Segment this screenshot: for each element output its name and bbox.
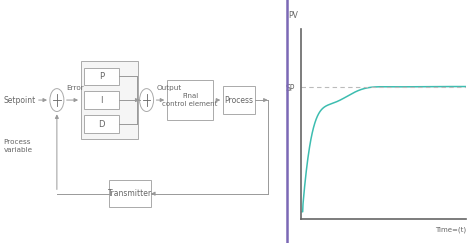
Text: Time=(t): Time=(t) [435, 226, 466, 233]
Text: PV: PV [288, 11, 298, 20]
FancyBboxPatch shape [84, 115, 118, 133]
Text: D: D [98, 120, 105, 129]
Text: Process: Process [224, 95, 254, 104]
Text: SP: SP [285, 84, 294, 93]
Text: Transmitter: Transmitter [108, 189, 152, 198]
FancyBboxPatch shape [167, 80, 213, 120]
FancyBboxPatch shape [84, 91, 118, 109]
Text: Setpoint: Setpoint [3, 95, 36, 104]
Text: Process
variable: Process variable [3, 139, 33, 153]
Text: Output: Output [156, 86, 182, 91]
FancyBboxPatch shape [84, 68, 118, 85]
FancyBboxPatch shape [109, 180, 151, 207]
Text: P: P [99, 72, 104, 81]
Text: Final
control element: Final control element [163, 93, 218, 107]
Text: I: I [100, 95, 103, 104]
FancyBboxPatch shape [223, 86, 255, 114]
FancyBboxPatch shape [81, 61, 138, 139]
Text: Error: Error [66, 86, 84, 91]
